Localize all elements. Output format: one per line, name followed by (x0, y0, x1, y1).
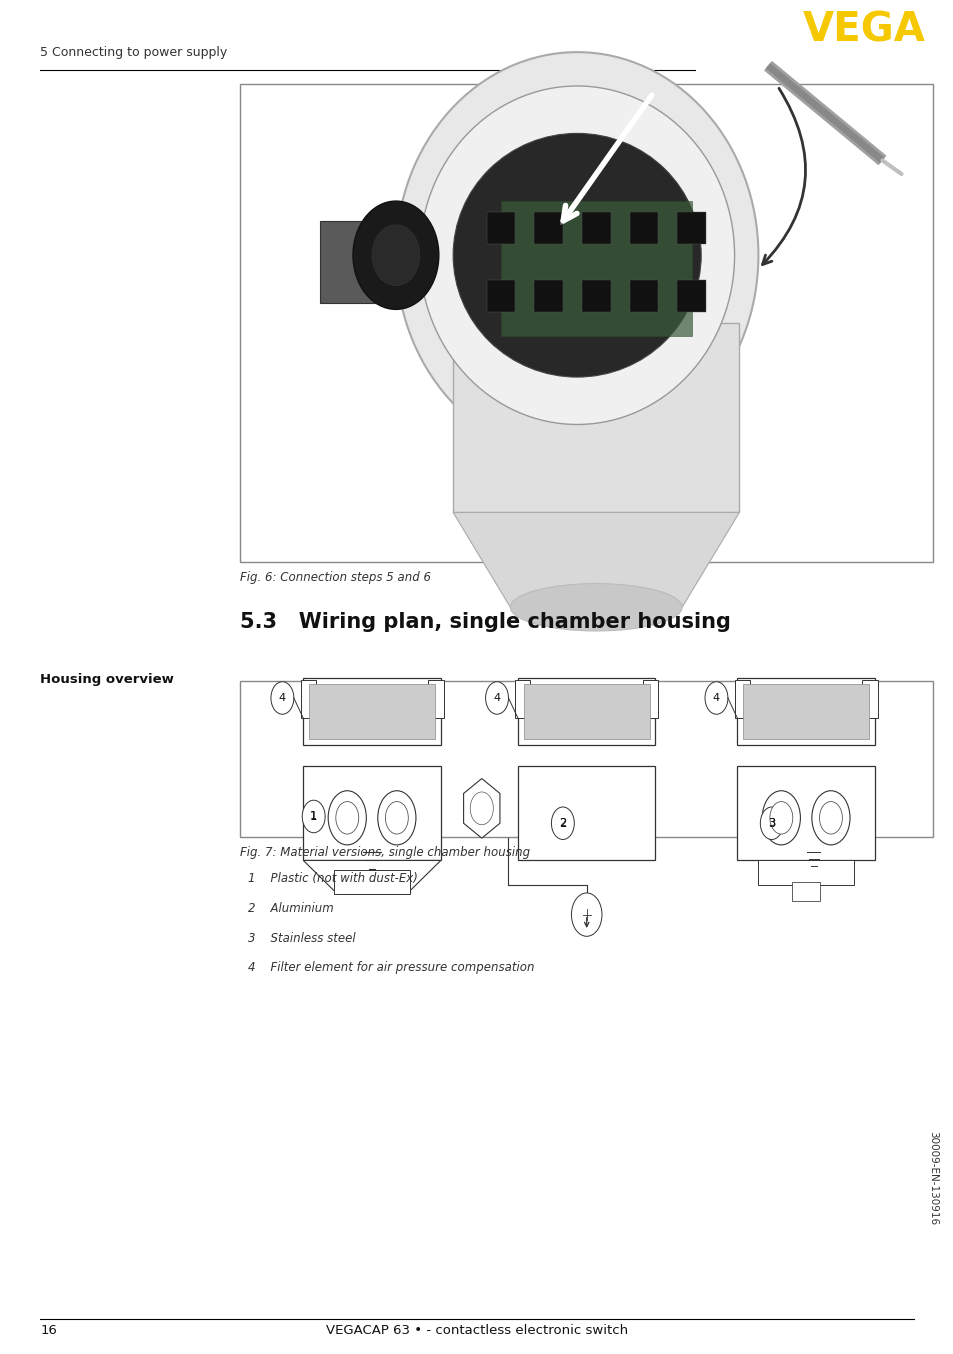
Circle shape (761, 791, 800, 845)
Bar (309, 684, 435, 738)
Circle shape (769, 802, 792, 834)
Bar (486, 211, 515, 245)
Bar (737, 766, 874, 861)
Bar (517, 677, 655, 745)
Bar (500, 200, 691, 336)
Text: 5.3   Wiring plan, single chamber housing: 5.3 Wiring plan, single chamber housing (240, 612, 731, 632)
Circle shape (271, 681, 294, 715)
Bar (737, 677, 874, 745)
Text: VEGACAP 63 • - contactless electronic switch: VEGACAP 63 • - contactless electronic sw… (326, 1324, 627, 1338)
Text: Fig. 7: Material versions, single chamber housing: Fig. 7: Material versions, single chambe… (240, 846, 530, 860)
Bar (791, 883, 820, 902)
Ellipse shape (353, 200, 438, 310)
Bar (758, 861, 853, 886)
Bar (742, 684, 868, 738)
Bar (517, 766, 655, 861)
Text: 1    Plastic (not with dust-Ex): 1 Plastic (not with dust-Ex) (248, 872, 417, 886)
Circle shape (377, 791, 416, 845)
Bar (642, 680, 658, 718)
Circle shape (551, 807, 574, 839)
Bar (581, 211, 610, 245)
Circle shape (485, 681, 508, 715)
Text: Housing overview: Housing overview (40, 673, 173, 686)
Circle shape (470, 792, 493, 825)
Ellipse shape (419, 87, 734, 425)
Circle shape (760, 807, 782, 839)
Bar (677, 211, 705, 245)
Bar (240, 84, 932, 562)
Bar (303, 766, 440, 861)
Text: 1: 1 (310, 810, 317, 823)
Ellipse shape (395, 51, 758, 458)
Text: 1: 1 (310, 811, 316, 822)
Bar (240, 681, 932, 837)
Text: 4: 4 (278, 693, 286, 703)
Text: 3: 3 (767, 818, 775, 829)
Bar (862, 680, 877, 718)
Text: 4: 4 (493, 692, 500, 704)
Bar (581, 280, 610, 313)
Bar (300, 680, 315, 718)
Text: 2: 2 (558, 818, 566, 829)
Bar (319, 222, 386, 303)
Text: 2    Aluminium: 2 Aluminium (248, 902, 334, 915)
Text: VEGA: VEGA (801, 11, 924, 50)
Bar (734, 680, 749, 718)
Text: 4: 4 (712, 693, 720, 703)
Circle shape (571, 894, 601, 937)
Polygon shape (303, 861, 440, 895)
Bar (486, 280, 515, 313)
FancyArrowPatch shape (761, 88, 804, 264)
Ellipse shape (453, 134, 700, 376)
Bar (428, 680, 443, 718)
Circle shape (811, 791, 849, 845)
Bar (534, 280, 562, 313)
Bar (303, 677, 440, 745)
Bar (677, 280, 705, 313)
Bar (453, 324, 739, 512)
Text: 30009-EN-130916: 30009-EN-130916 (927, 1131, 937, 1225)
Ellipse shape (510, 584, 681, 631)
Polygon shape (463, 779, 499, 838)
Bar (534, 211, 562, 245)
Circle shape (819, 802, 841, 834)
Circle shape (704, 681, 727, 715)
Polygon shape (453, 512, 739, 607)
Text: 3    Stainless steel: 3 Stainless steel (248, 932, 355, 945)
Ellipse shape (372, 225, 419, 286)
Text: 5 Connecting to power supply: 5 Connecting to power supply (40, 46, 227, 58)
Bar (629, 211, 658, 245)
Bar (523, 684, 649, 738)
Bar (334, 871, 410, 895)
Text: 2: 2 (558, 816, 566, 830)
Circle shape (385, 802, 408, 834)
Bar (629, 280, 658, 313)
Text: 4    Filter element for air pressure compensation: 4 Filter element for air pressure compen… (248, 961, 534, 975)
Circle shape (328, 791, 366, 845)
Text: 16: 16 (40, 1324, 57, 1338)
Text: 3: 3 (767, 816, 775, 830)
Text: 4: 4 (278, 692, 286, 704)
Bar (515, 680, 530, 718)
Text: 4: 4 (493, 693, 500, 703)
Circle shape (302, 800, 325, 833)
Circle shape (335, 802, 358, 834)
Text: 4: 4 (712, 692, 720, 704)
Text: Fig. 6: Connection steps 5 and 6: Fig. 6: Connection steps 5 and 6 (240, 571, 431, 585)
